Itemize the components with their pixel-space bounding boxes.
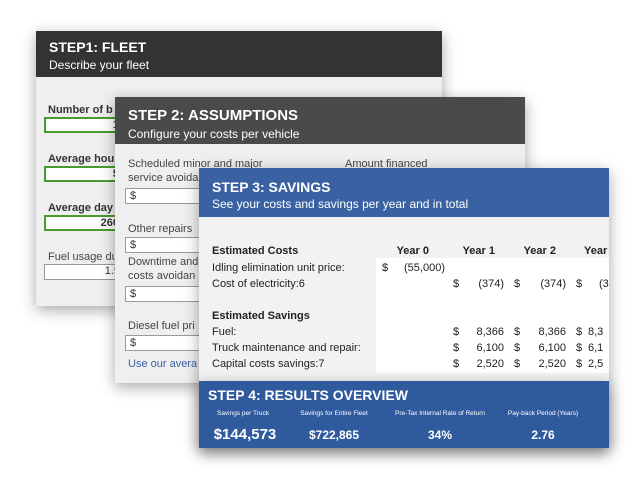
downtime-input[interactable]: $	[125, 286, 205, 302]
truck-y3: 6,1	[588, 342, 604, 354]
downtime-label-line2: costs avoidan	[128, 270, 196, 282]
payback-label: Pay-back Period (Years)	[507, 410, 579, 417]
savings-fleet-label: Savings for Entire Fleet	[300, 410, 368, 417]
capital-y2-cur: $	[514, 358, 521, 370]
electricity-label: Cost of electricity:6	[212, 278, 305, 290]
electricity-y3: (3	[599, 278, 609, 290]
fuel-y3: 8,3	[588, 326, 604, 338]
avg-hours-input[interactable]: 5	[44, 166, 124, 182]
truck-y1-cur: $	[453, 342, 460, 354]
estimated-savings-heading: Estimated Savings	[212, 310, 310, 322]
avg-hours-label: Average hou	[48, 153, 115, 165]
col-year1: Year 1	[462, 245, 495, 257]
electricity-y3-cur: $	[576, 278, 583, 290]
col-year3: Year	[584, 245, 608, 257]
capital-y1-cur: $	[453, 358, 460, 370]
other-repairs-label: Other repairs	[128, 223, 193, 235]
step4-title: STEP 4: RESULTS OVERVIEW	[208, 387, 408, 403]
step4-card: STEP 4: RESULTS OVERVIEW Savings per Tru…	[199, 381, 609, 448]
step3-header: STEP 3: SAVINGS See your costs and savin…	[199, 168, 609, 217]
idling-y0: (55,000)	[404, 262, 445, 274]
use-average-link[interactable]: Use our avera	[128, 358, 198, 370]
capital-y3-cur: $	[576, 358, 583, 370]
capital-y1: 2,520	[476, 358, 504, 370]
fleet-count-input[interactable]: 1	[44, 117, 124, 133]
fuel-y1-cur: $	[453, 326, 460, 338]
capital-savings-label: Capital costs savings:7	[212, 358, 325, 370]
irr-value: 34%	[427, 428, 453, 442]
amount-financed-label: Amount financed	[345, 158, 428, 170]
truck-y2-cur: $	[514, 342, 521, 354]
truck-maintenance-label: Truck maintenance and repair:	[212, 342, 361, 354]
step2-subtitle: Configure your costs per vehicle	[128, 127, 300, 141]
idling-cur: $	[382, 262, 389, 274]
col-year0: Year 0	[396, 245, 429, 257]
downtime-label-line1: Downtime and	[128, 256, 199, 268]
electricity-y2: (374)	[540, 278, 566, 290]
step2-header: STEP 2: ASSUMPTIONS Configure your costs…	[115, 97, 525, 144]
fuel-y2-cur: $	[514, 326, 521, 338]
truck-y2: 6,100	[538, 342, 566, 354]
capital-y3: 2,5	[588, 358, 604, 370]
step3-title: STEP 3: SAVINGS	[212, 179, 331, 195]
electricity-y1: (374)	[478, 278, 504, 290]
fleet-count-label: Number of b	[48, 104, 113, 116]
fuel-y3-cur: $	[576, 326, 583, 338]
diesel-price-label: Diesel fuel pri	[128, 320, 195, 332]
step3-subtitle: See your costs and savings per year and …	[212, 197, 469, 211]
scheduled-service-label-line1: Scheduled minor and major	[128, 158, 263, 170]
scheduled-service-label-line2: service avoida	[128, 172, 199, 184]
irr-label: Pre-Tax Internal Rate of Return	[395, 410, 485, 417]
fuel-y1: 8,366	[476, 326, 504, 338]
step2-title: STEP 2: ASSUMPTIONS	[128, 107, 299, 124]
idling-label: Idling elimination unit price:	[212, 262, 345, 274]
scheduled-service-input[interactable]: $	[125, 188, 205, 204]
electricity-y2-cur: $	[514, 278, 521, 290]
savings-table-panel	[376, 258, 609, 373]
estimated-costs-heading: Estimated Costs	[212, 245, 299, 257]
electricity-y1-cur: $	[453, 278, 460, 290]
savings-per-truck-value: $144,573	[213, 426, 277, 443]
col-year2: Year 2	[523, 245, 556, 257]
step1-title: STEP1: FLEET	[49, 39, 147, 55]
capital-y2: 2,520	[538, 358, 566, 370]
fuel-usage-label: Fuel usage du	[48, 251, 118, 263]
avg-days-input[interactable]: 260	[44, 215, 124, 231]
diesel-price-input[interactable]: $	[125, 335, 205, 351]
truck-y3-cur: $	[576, 342, 583, 354]
avg-days-label: Average day	[48, 202, 114, 214]
truck-y1: 6,100	[476, 342, 504, 354]
other-repairs-input[interactable]: $	[125, 237, 205, 253]
payback-value: 2.76	[531, 428, 555, 442]
fuel-y2: 8,366	[538, 326, 566, 338]
step1-subtitle: Describe your fleet	[49, 58, 150, 72]
fuel-label: Fuel:	[212, 326, 237, 338]
step1-header: STEP1: FLEET Describe your fleet	[36, 31, 442, 77]
savings-per-truck-label: Savings per Truck	[216, 410, 270, 417]
savings-fleet-value: $722,865	[308, 428, 360, 442]
step4-header: STEP 4: RESULTS OVERVIEW	[199, 381, 609, 405]
fuel-usage-input[interactable]: 1.5	[44, 264, 124, 280]
